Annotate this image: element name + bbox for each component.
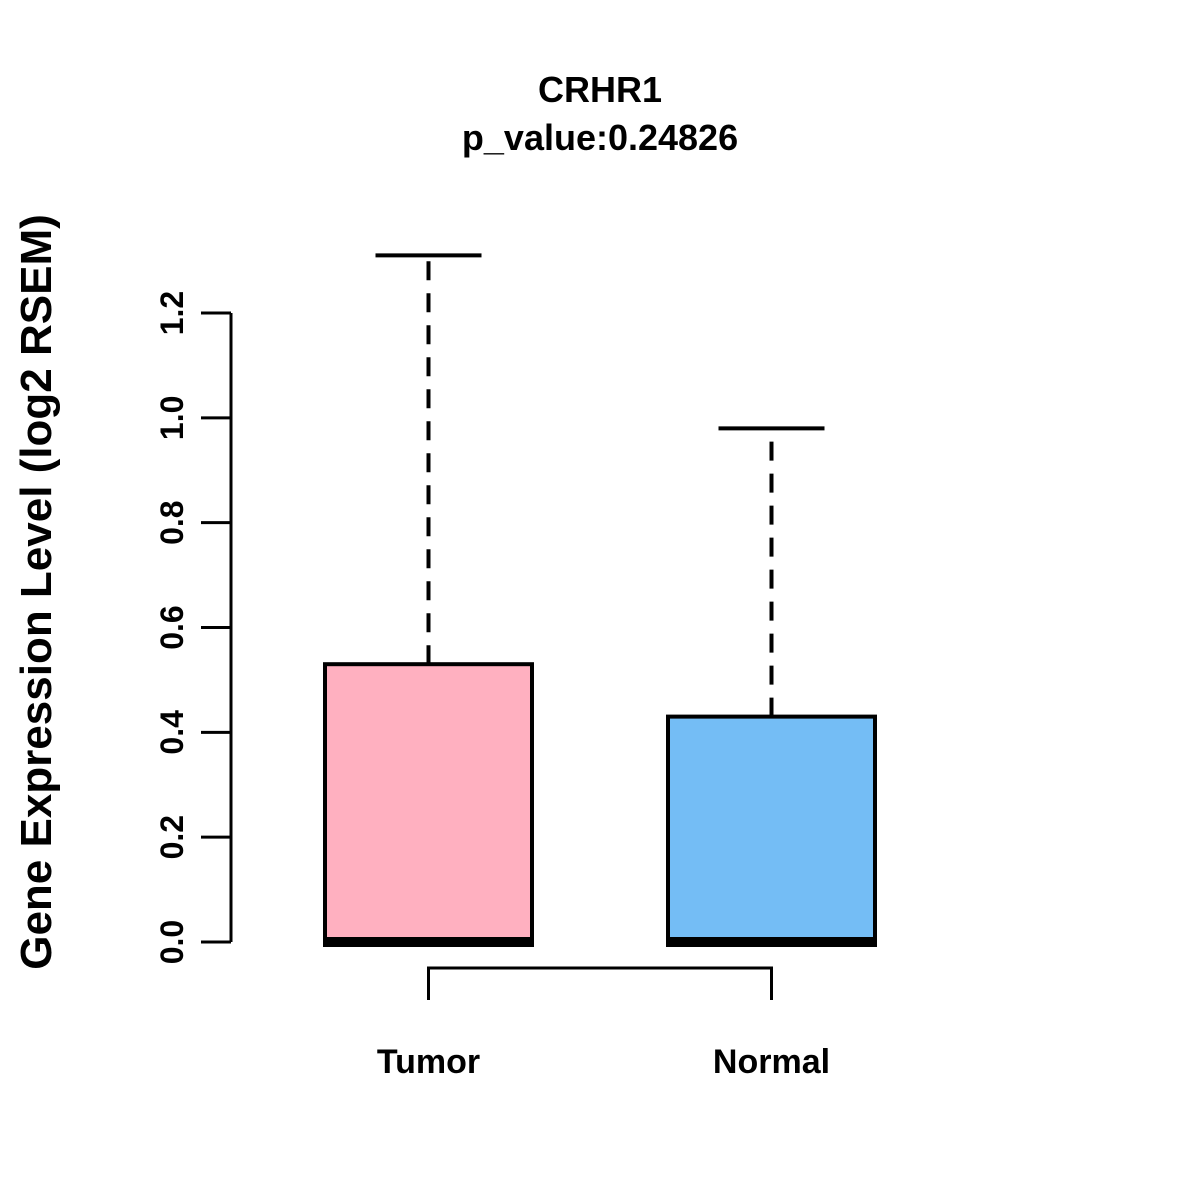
comparison-bracket: [427, 966, 773, 1000]
x-category-label-normal: Normal: [713, 1043, 830, 1081]
y-axis-tick-label: 1.2: [154, 291, 190, 335]
chart-title: CRHR1: [537, 69, 662, 110]
box-tumor: [323, 662, 534, 944]
y-axis-tick-label: 0.0: [154, 920, 190, 964]
x-category-label-tumor: Tumor: [377, 1043, 480, 1081]
box-normal: [666, 714, 877, 944]
y-axis-tick-label: 0.8: [154, 500, 190, 544]
y-axis-tick-label: 1.0: [154, 396, 190, 440]
chart-subtitle-pvalue: p_value:0.24826: [461, 117, 739, 158]
y-axis-tick-label: 0.2: [154, 815, 190, 859]
y-axis-tick-label: 0.4: [154, 710, 190, 755]
y-axis-tick-label: 0.6: [154, 605, 190, 649]
chart-title-block: CRHR1 p_value:0.24826: [0, 66, 1200, 162]
